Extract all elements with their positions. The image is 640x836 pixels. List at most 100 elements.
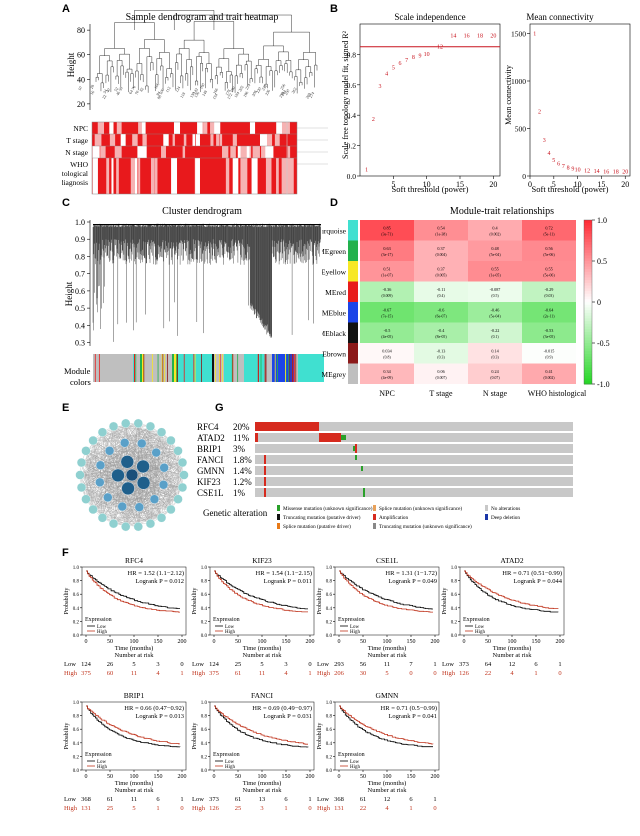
b2-point: 3 xyxy=(543,138,546,144)
network-edge xyxy=(139,467,165,508)
oncoprint-legend-symbol xyxy=(485,514,488,520)
km-ytick: 0.8 xyxy=(326,715,333,720)
dendrogram-branch xyxy=(265,66,272,85)
module-color-stripe xyxy=(201,354,203,382)
oncoprint-amp xyxy=(319,433,341,442)
module-color-stripe xyxy=(135,354,137,382)
module-trait-corr: -0.4 xyxy=(438,328,446,333)
network-edge xyxy=(113,499,155,524)
km-legend-title: Expression xyxy=(85,752,112,758)
trait-heatmap-cell xyxy=(182,146,186,158)
trait-heatmap-cell xyxy=(97,134,102,146)
dendrogram-branch xyxy=(195,80,199,86)
module-trait-corr: 0.55 xyxy=(491,266,498,271)
color-scale-step xyxy=(584,266,592,270)
network-edge xyxy=(79,474,144,484)
b1-point: 18 xyxy=(477,34,483,40)
module-trait-corr: -0.5 xyxy=(384,328,391,333)
dendrogram-leaf-label: 34 xyxy=(102,88,108,94)
km-curve xyxy=(86,705,181,748)
dendrogram-branch xyxy=(166,68,172,78)
network-node xyxy=(111,468,125,483)
km-ytick: 0.6 xyxy=(201,728,208,733)
color-scale-step xyxy=(584,225,592,229)
network-node xyxy=(108,518,119,529)
km-xtick: 150 xyxy=(407,639,416,645)
dendrogram-branch xyxy=(105,74,109,84)
km-xtick: 150 xyxy=(532,639,541,645)
km-gene-title: GMNN xyxy=(376,691,400,700)
b2-xtick: 20 xyxy=(621,180,629,189)
module-trait-cell xyxy=(468,322,522,343)
km-risk-row-low: Low xyxy=(192,661,204,668)
dendrogram-leaf-label: 130 xyxy=(189,91,196,99)
network-edge xyxy=(122,462,183,507)
network-node xyxy=(145,518,156,529)
dendrogram-leaf-label: 220 xyxy=(255,86,262,94)
oncoprint-percent: 1.4% xyxy=(233,466,252,476)
dendrogram-leaf-label: 136 xyxy=(193,91,200,99)
trait-heatmap-cell xyxy=(222,146,229,158)
network-edge xyxy=(81,423,126,463)
network-edge xyxy=(163,440,172,485)
network-edge xyxy=(81,487,103,518)
trait-col-label: diagnosis xyxy=(542,399,572,400)
network-edge xyxy=(100,465,144,467)
km-legend-high: High xyxy=(475,630,486,635)
panel-label-f: F xyxy=(62,547,69,559)
network-node xyxy=(158,480,169,490)
km-risk-high: 1 xyxy=(156,805,159,812)
trait-heatmap-cell xyxy=(109,134,113,146)
km-ylabel: Probability xyxy=(64,723,70,750)
module-trait-cell xyxy=(468,302,522,323)
network-edge xyxy=(139,443,142,508)
network-edge xyxy=(99,482,140,508)
km-risk-row-low: Low xyxy=(317,796,329,803)
dendrogram-leaf-label: 202 xyxy=(237,85,244,93)
module-trait-corr: 0.4 xyxy=(492,225,498,230)
module-trait-cell xyxy=(522,322,576,343)
network-edge xyxy=(100,440,171,466)
km-legend-high: High xyxy=(225,630,236,635)
color-scale-step xyxy=(584,250,592,254)
b2-point: 5 xyxy=(552,158,555,164)
panel-a-ytick-label: 60 xyxy=(77,51,85,60)
color-scale-step xyxy=(584,296,592,300)
network-edge xyxy=(117,423,126,476)
dendrogram-branch xyxy=(139,48,150,64)
module-color-segment xyxy=(134,354,135,382)
b1-point: 3 xyxy=(379,84,382,90)
panel-a-ytick-label: 40 xyxy=(77,75,85,84)
km-xlabel: Time (months) xyxy=(493,645,532,652)
trait-heatmap-cell xyxy=(276,122,282,134)
color-scale-step xyxy=(584,274,592,278)
b1-xtick: 5 xyxy=(391,180,395,189)
dendrogram-branch xyxy=(303,52,316,66)
module-trait-cell xyxy=(414,343,468,364)
dendrogram-branch xyxy=(298,59,309,70)
km-risk-high: 25 xyxy=(107,805,114,812)
km-xtick: 150 xyxy=(154,774,163,780)
b2-point: 8 xyxy=(567,165,570,171)
km-xtick: 0 xyxy=(463,639,466,645)
trait-heatmap-cell xyxy=(100,146,106,158)
color-scale-step xyxy=(584,222,592,226)
network-edge xyxy=(81,432,103,488)
trait-heatmap-cell xyxy=(240,158,243,194)
module-color-swatch xyxy=(348,261,358,282)
module-trait-corr: 0.63 xyxy=(383,246,390,251)
module-trait-cell xyxy=(522,240,576,261)
km-risk-low: 5 xyxy=(132,661,135,668)
network-edge xyxy=(79,442,125,476)
module-color-stripe xyxy=(193,354,195,382)
color-scale-step xyxy=(584,334,592,339)
network-node xyxy=(133,418,143,429)
b2-point: 6 xyxy=(557,162,560,168)
km-ytick: 1.0 xyxy=(451,566,458,571)
oncoprint: RFC4 20% ATAD2 11% BRIP1 3% FANCI 1.8% GMNN 1.4% K… xyxy=(197,422,573,530)
dendrogram-branch xyxy=(106,60,113,76)
km-hr: HR = 1.52 (1.1−2.12) xyxy=(128,570,184,577)
color-scale-step xyxy=(584,375,592,380)
oncoprint-row xyxy=(255,477,573,486)
network-node xyxy=(88,435,98,446)
